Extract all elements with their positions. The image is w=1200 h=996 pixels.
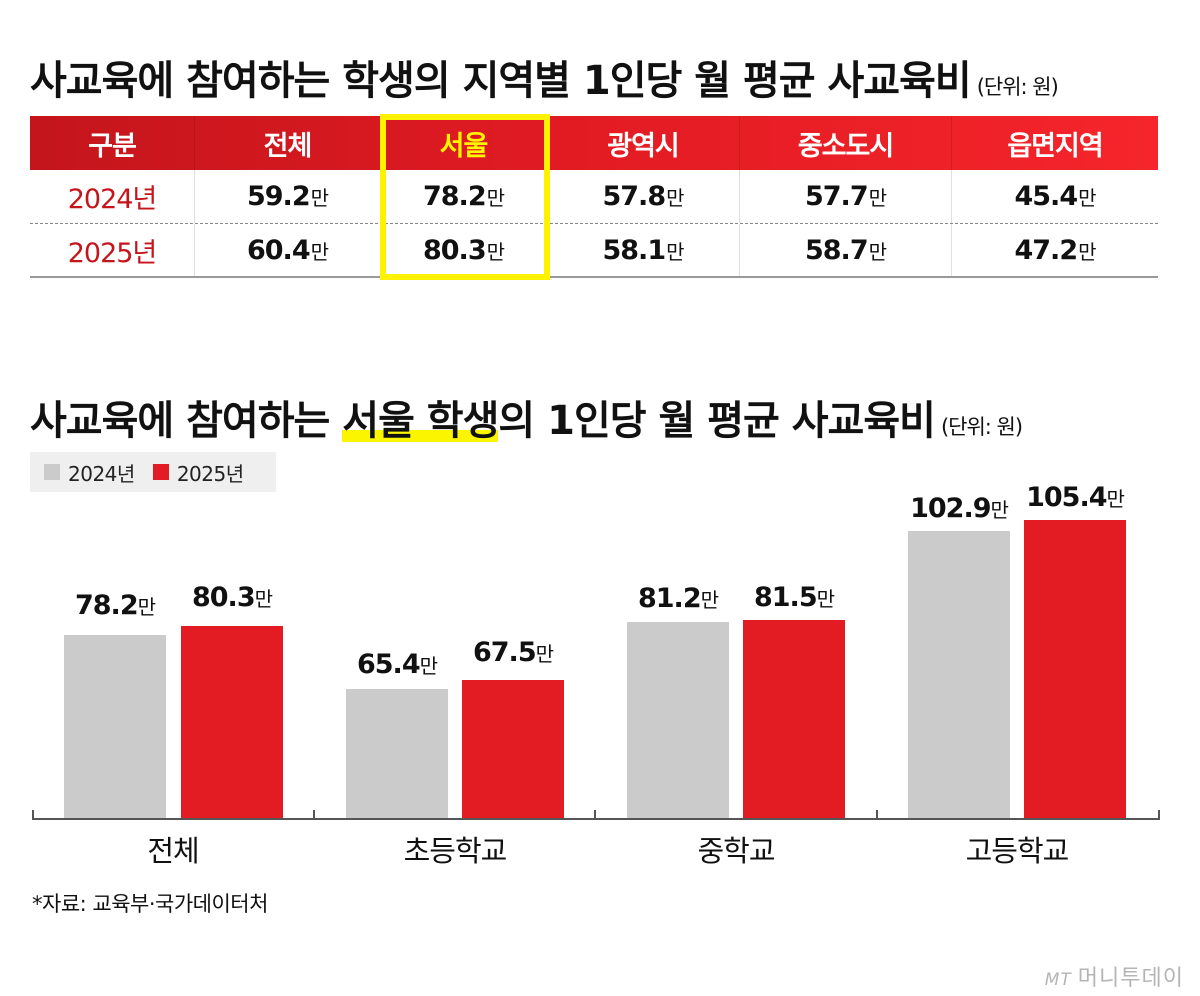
header-rural: 읍면지역 [951,116,1158,170]
chart-legend: 2024년 2025년 [30,452,276,492]
cell-value: 60.4 만 [194,224,380,276]
axis-tick [313,810,315,820]
bar-2025-total [181,626,283,818]
header-small-city: 중소도시 [739,116,951,170]
regional-cost-table: 구분 전체 서울 광역시 중소도시 읍면지역 2024년 59.2 만 78.2 만… [30,116,1158,278]
title-highlight: 서울 학생 [342,388,499,446]
category-label-total: 전체 [147,834,199,868]
source-note: *자료: 교육부·국가데이터처 [32,892,268,916]
table-header-row: 구분 전체 서울 광역시 중소도시 읍면지역 [30,116,1158,170]
bar-label: 78.2만 [74,590,156,621]
cell-value: 58.7 만 [739,224,951,276]
bar-2024-high [908,531,1010,818]
axis-tick [32,810,34,820]
bar-label: 81.5만 [753,582,835,613]
table-title: 사교육에 참여하는 학생의 지역별 1인당 월 평균 사교육비 (단위: 원) [30,48,1059,106]
legend-item-2025: 2025년 [152,458,244,487]
axis-tick [594,810,596,820]
cell-value: 57.8 만 [546,170,739,223]
chart-unit: (단위: 원) [940,415,1023,439]
mt-logo-icon: MT [1044,970,1072,990]
legend-item-2024: 2024년 [44,458,135,487]
bar-label: 81.2만 [637,583,719,614]
legend-swatch-gray [44,464,60,480]
cell-value: 58.1 만 [546,224,739,276]
header-total: 전체 [194,116,380,170]
bar-label: 65.4만 [356,649,438,680]
x-axis [32,818,1160,820]
table-title-text: 사교육에 참여하는 학생의 지역별 1인당 월 평균 사교육비 [30,58,972,104]
row-year: 2024년 [67,184,158,215]
table-unit: (단위: 원) [976,75,1059,99]
axis-tick [876,810,878,820]
cell-value: 78.2 만 [380,170,546,223]
bar-2024-elementary [346,689,448,818]
cell-value: 45.4 만 [951,170,1158,223]
row-year: 2025년 [67,237,158,269]
bar-2025-middle [743,620,845,818]
cell-value: 59.2 만 [194,170,380,223]
bar-label: 105.4만 [1026,482,1125,513]
bar-2025-high [1024,520,1126,818]
table-row-2024: 2024년 59.2 만 78.2 만 57.8 만 57.7 만 45.4 만 [30,170,1158,224]
axis-tick [1158,810,1160,820]
category-label-middle: 중학교 [697,834,775,868]
cell-value: 80.3 만 [380,224,546,276]
bar-2024-total [64,635,166,818]
bar-label: 102.9만 [910,493,1009,524]
bar-2024-middle [627,622,729,818]
bar-label: 80.3만 [191,582,273,613]
header-seoul: 서울 [380,116,546,170]
bar-label: 67.5만 [472,637,554,668]
category-label-high: 고등학교 [965,834,1070,868]
bar-chart: 78.2만 80.3만 65.4만 67.5만 81.2만 81.5만 102.… [32,480,1160,820]
header-metro: 광역시 [546,116,739,170]
publisher-logo: MT 머니투데이 [1044,966,1184,991]
cell-value: 47.2 만 [951,224,1158,276]
category-label-elementary: 초등학교 [403,834,508,868]
bar-2025-elementary [462,680,564,818]
table-row-2025: 2025년 60.4 만 80.3 만 58.1 만 58.7 만 47.2 만 [30,224,1158,278]
header-category: 구분 [88,130,137,162]
cell-value: 57.7 만 [739,170,951,223]
legend-swatch-red [152,464,169,480]
chart-title: 사교육에 참여하는 서울 학생의 1인당 월 평균 사교육비 (단위: 원) [30,388,1023,446]
